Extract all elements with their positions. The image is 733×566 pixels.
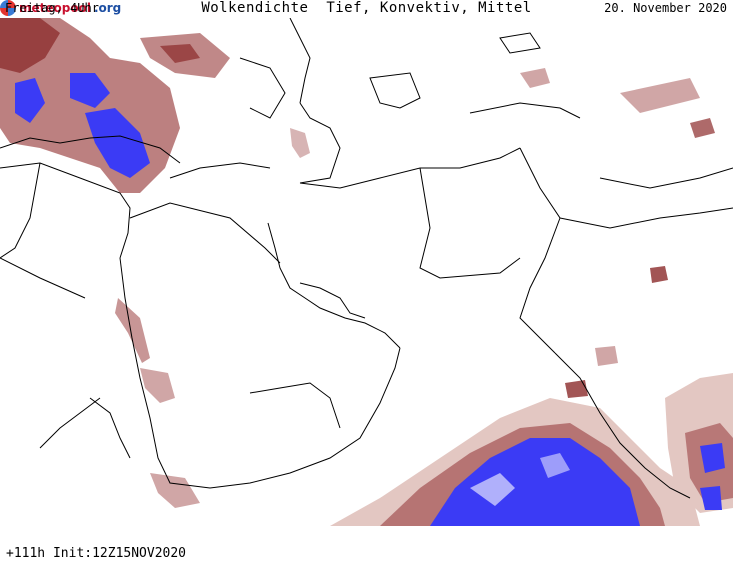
forecast-date: 20. November 2020 <box>604 1 727 15</box>
meteopool-logo-icon <box>0 0 16 16</box>
init-time: +111h Init:12Z15NOV2020 <box>6 546 187 561</box>
map-title: Wolkendichte Tief, Konvektiv, Mittel <box>201 0 532 16</box>
meteopool-logo[interactable]: meteopool .org <box>0 0 733 16</box>
cloud-density-map <box>0 18 733 526</box>
brand-name: meteopool <box>19 1 91 15</box>
forecast-day-time: Freitag, 4Uhr <box>5 1 99 15</box>
cloud-cover-layer <box>0 18 733 526</box>
brand-tld: .org <box>93 1 122 15</box>
borders-layer <box>0 18 733 499</box>
